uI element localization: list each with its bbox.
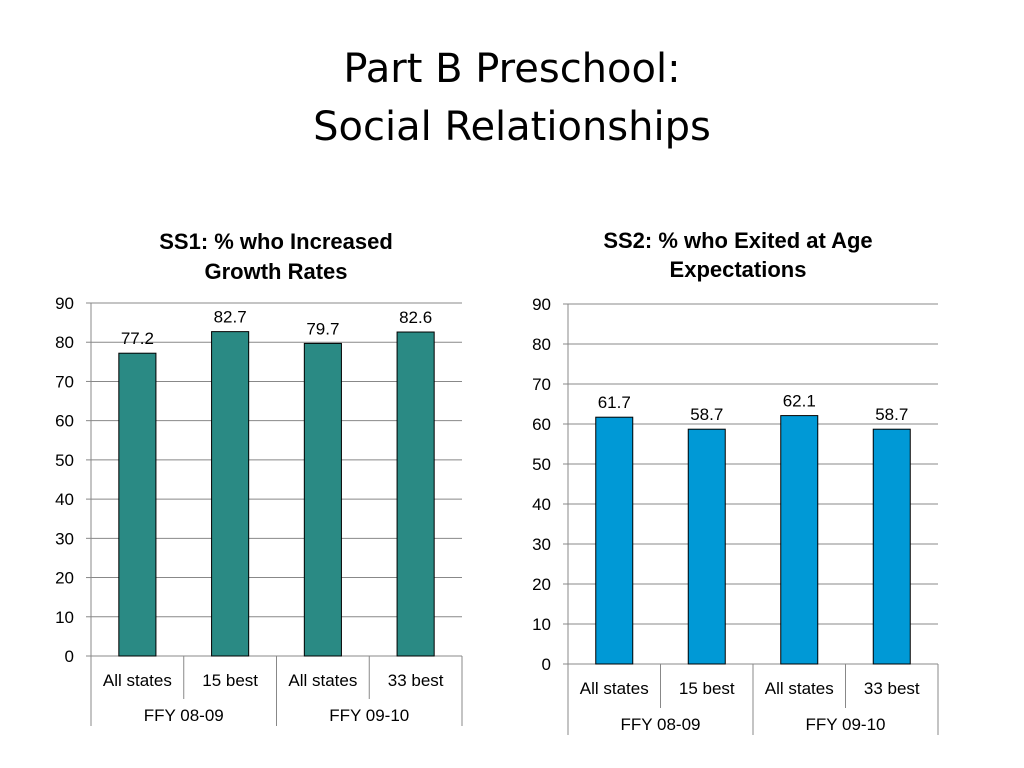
ss1-category-label: 33 best	[388, 671, 444, 690]
ss1-bar	[211, 331, 250, 657]
ss2-y-tick-label: 70	[532, 375, 551, 394]
ss2-category-label: All states	[765, 679, 834, 698]
ss2-data-label: 58.7	[875, 405, 908, 424]
ss2-y-tick-label: 60	[532, 415, 551, 434]
ss1-group-label: FFY 08-09	[144, 706, 224, 725]
ss1-category-label: All states	[103, 671, 172, 690]
ss1-y-tick-label: 80	[55, 333, 74, 352]
ss1-chart-title-line-1: SS1: % who Increased	[159, 229, 393, 254]
ss1-y-tick-label: 10	[55, 608, 74, 627]
ss2-y-tick-label: 80	[532, 335, 551, 354]
ss1-data-label: 82.7	[214, 308, 247, 327]
ss2-y-tick-label: 20	[532, 575, 551, 594]
ss1-chart-title-line-2: Growth Rates	[204, 259, 347, 284]
ss2-group-label: FFY 08-09	[620, 715, 700, 734]
ss1-bar	[118, 352, 157, 657]
ss2-chart-title-line-2: Expectations	[670, 257, 807, 282]
ss2-y-tick-label: 40	[532, 495, 551, 514]
ss1-bar	[303, 342, 342, 657]
ss2-category-label: 33 best	[864, 679, 920, 698]
ss2-bar	[595, 416, 634, 665]
ss2-y-tick-label: 0	[542, 655, 551, 674]
ss1-data-label: 82.6	[399, 308, 432, 327]
ss2-data-label: 58.7	[690, 405, 723, 424]
ss1-y-tick-label: 90	[55, 294, 74, 313]
ss1-category-label: 15 best	[202, 671, 258, 690]
ss2-category-label: 15 best	[679, 679, 735, 698]
ss1-y-tick-label: 20	[55, 569, 74, 588]
ss2-y-tick-label: 10	[532, 615, 551, 634]
ss1-y-tick-label: 30	[55, 529, 74, 548]
ss2-data-label: 61.7	[598, 393, 631, 412]
ss2-category-label: All states	[580, 679, 649, 698]
ss1-bar	[396, 331, 435, 657]
slide-title-line-1: Part B Preschool:	[343, 46, 681, 92]
ss1-data-label: 79.7	[306, 319, 339, 338]
ss2-chart-title-line-1: SS2: % who Exited at Age	[603, 228, 872, 253]
slide-title: Part B Preschool: Social Relationships	[0, 40, 1024, 156]
ss1-y-tick-label: 60	[55, 412, 74, 431]
ss1-group-label: FFY 09-10	[329, 706, 409, 725]
ss2-bar	[872, 428, 911, 665]
ss1-category-label: All states	[288, 671, 357, 690]
ss2-y-tick-label: 50	[532, 455, 551, 474]
ss2-y-tick-label: 30	[532, 535, 551, 554]
ss1-data-label: 77.2	[121, 329, 154, 348]
ss2-bar	[687, 428, 726, 665]
ss1-y-tick-label: 40	[55, 490, 74, 509]
ss1-y-tick-label: 50	[55, 451, 74, 470]
ss1-y-tick-label: 0	[65, 647, 74, 666]
ss2-bar	[780, 415, 819, 665]
ss2-group-label: FFY 09-10	[805, 715, 885, 734]
slide-title-line-2: Social Relationships	[313, 104, 711, 150]
ss2-data-label: 62.1	[783, 392, 816, 411]
ss2-y-tick-label: 90	[532, 295, 551, 314]
ss1-y-tick-label: 70	[55, 372, 74, 391]
